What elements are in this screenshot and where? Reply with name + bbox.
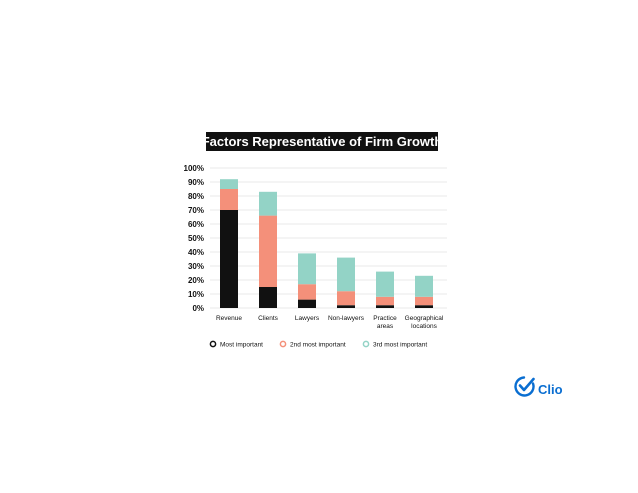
legend-label: 2nd most important <box>290 342 346 349</box>
bar-segment <box>298 299 316 308</box>
check-circle-icon <box>514 376 535 397</box>
legend-marker <box>362 340 370 348</box>
legend-marker <box>209 340 217 348</box>
bar-segment <box>298 253 316 285</box>
brand-name: Clio <box>538 382 563 397</box>
category-label: areas <box>377 323 394 330</box>
bar-segment <box>220 189 238 210</box>
y-tick-label: 90% <box>188 178 204 187</box>
category-label: Practice <box>373 315 397 322</box>
category-label: Lawyers <box>295 315 320 322</box>
bar-segment <box>337 257 355 292</box>
legend: Most important 2nd most important 3rd most… <box>209 340 427 349</box>
category-label: Revenue <box>216 315 242 322</box>
category-label: Geographical <box>405 315 444 322</box>
y-tick-label: 10% <box>188 290 204 299</box>
x-axis-labels: Revenue Clients Lawyers Non-lawyers Practice… <box>216 315 444 330</box>
y-axis-ticks: 0% 10% 20% 30% 40% 50% 60% 70% 80% 90% 100% <box>184 164 204 313</box>
bar-segment <box>376 271 394 297</box>
y-tick-label: 40% <box>188 248 204 257</box>
brand-logo: Clio <box>514 376 563 397</box>
bar-segment <box>259 215 277 287</box>
bar-segment <box>337 305 355 308</box>
bar-segment <box>376 296 394 306</box>
category-label: Non-lawyers <box>328 315 365 322</box>
bar-segment <box>220 179 238 189</box>
bars <box>220 179 433 308</box>
bar-segment <box>259 287 277 308</box>
chart-title: Factors Representative of Firm Growth <box>202 132 443 151</box>
chart-title-text: Factors Representative of Firm Growth <box>202 134 443 149</box>
bar-segment <box>415 275 433 297</box>
gridlines <box>210 167 447 309</box>
y-tick-label: 50% <box>188 234 204 243</box>
legend-label: Most important <box>220 342 263 349</box>
bar-segment <box>415 296 433 306</box>
legend-marker <box>279 340 287 348</box>
y-tick-label: 60% <box>188 220 204 229</box>
bar-segment <box>376 305 394 308</box>
category-label: locations <box>411 323 437 330</box>
y-tick-label: 30% <box>188 262 204 271</box>
y-tick-label: 70% <box>188 206 204 215</box>
bar-segment <box>415 305 433 308</box>
y-tick-label: 0% <box>192 304 204 313</box>
bar-segment <box>259 191 277 216</box>
y-tick-label: 20% <box>188 276 204 285</box>
y-tick-label: 100% <box>184 164 204 173</box>
bar-segment <box>298 284 316 300</box>
legend-label: 3rd most important <box>373 342 427 349</box>
y-tick-label: 80% <box>188 192 204 201</box>
bar-segment <box>220 210 238 308</box>
chart-title-background <box>206 132 438 151</box>
category-label: Clients <box>258 315 279 322</box>
bar-segment <box>337 291 355 306</box>
